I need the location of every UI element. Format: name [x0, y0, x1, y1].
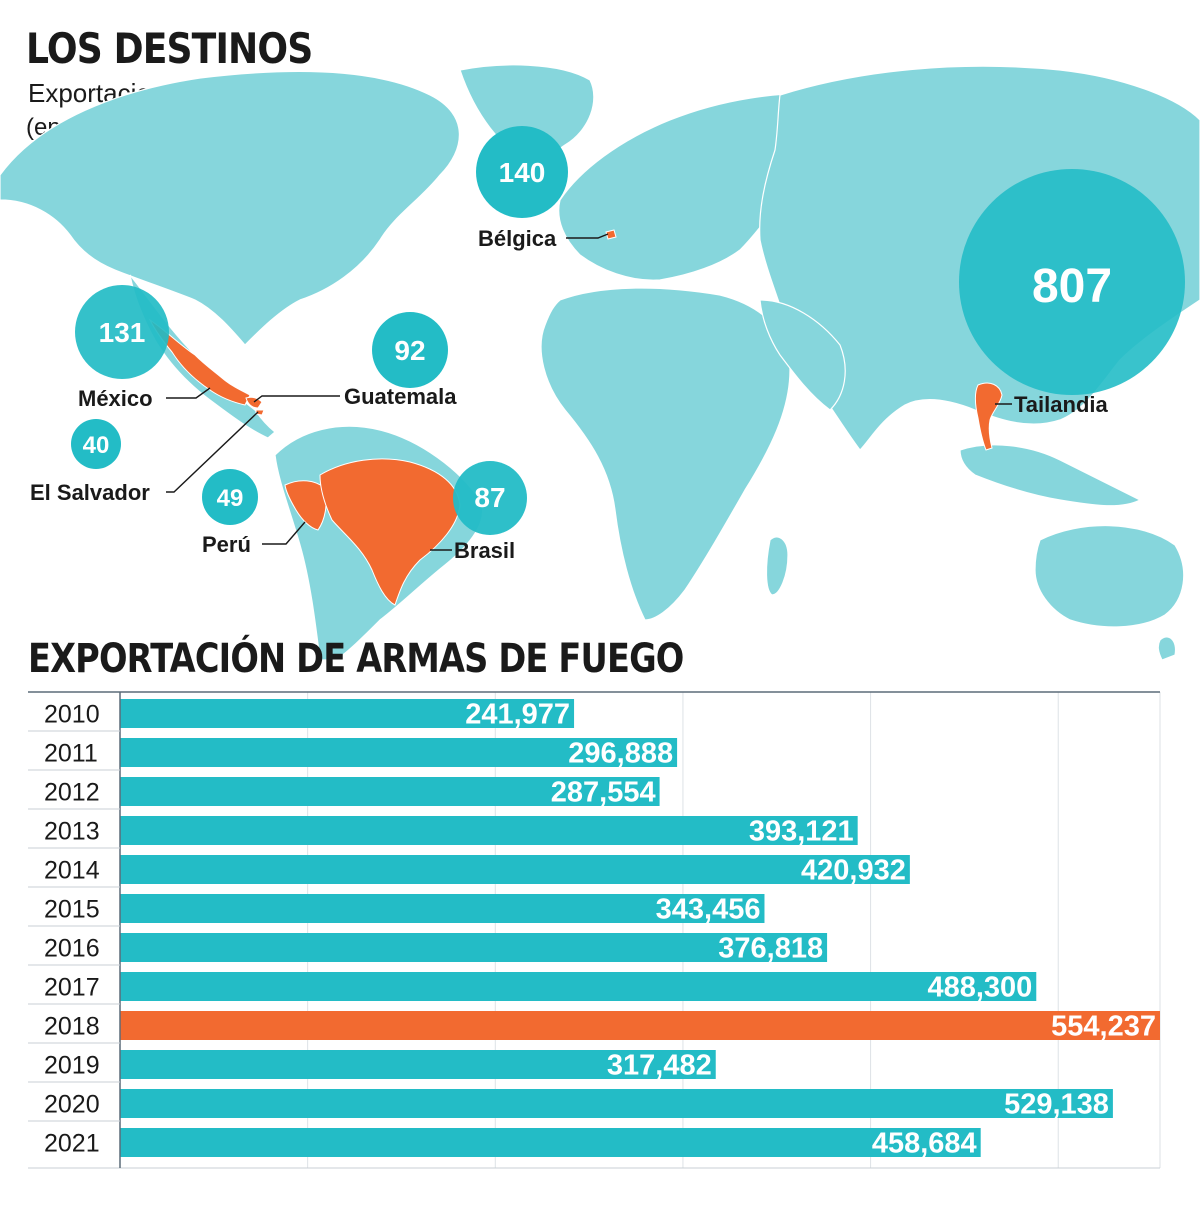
- value-tailandia: 807: [1032, 260, 1112, 313]
- year-label: 2016: [44, 935, 100, 963]
- bar-chart-title: EXPORTACIÓN DE ARMAS DE FUEGO: [28, 636, 684, 682]
- land-north-america: [0, 70, 460, 346]
- bubble-tailandia: [959, 169, 1185, 395]
- label-peru: Perú: [202, 532, 251, 557]
- bubble-el-salvador: [71, 419, 121, 469]
- leader-guatemala: [253, 395, 340, 403]
- year-label: 2014: [44, 857, 100, 885]
- bar-value-label: 296,888: [568, 738, 673, 770]
- label-mexico: México: [78, 386, 153, 411]
- year-label: 2011: [44, 740, 98, 768]
- country-labels: Bélgica Tailandia México Guatemala El Sa…: [30, 226, 1108, 563]
- year-label: 2019: [44, 1052, 100, 1080]
- year-label: 2012: [44, 779, 100, 807]
- country-guatemala: [245, 396, 263, 409]
- land-middle-east: [759, 299, 846, 411]
- value-brasil: 87: [474, 482, 505, 513]
- bar: [120, 1011, 1160, 1040]
- bar: [120, 1050, 716, 1079]
- bar: [120, 738, 678, 767]
- bar-value-label: 287,554: [551, 777, 656, 809]
- bar: [120, 1089, 1113, 1118]
- land-australia: [1034, 524, 1185, 628]
- bubble-mexico: [75, 285, 169, 379]
- year-label: 2013: [44, 818, 100, 846]
- bar-value-label: 393,121: [749, 816, 854, 848]
- year-label: 2018: [44, 1013, 100, 1041]
- bar-value-label: 420,932: [801, 855, 906, 887]
- country-belgica: [605, 229, 617, 240]
- bubble-guatemala: [372, 312, 448, 388]
- year-label: 2015: [44, 896, 100, 924]
- bubble-brasil: [453, 461, 527, 535]
- axis: 2010 2011 2012 2013 2014 2015 2016 2017 2018 2019…: [28, 691, 1160, 1169]
- bar-labels: 241,977 296,888 287,554 393,121 420,932 343,4…: [465, 699, 1156, 1160]
- value-mexico: 131: [99, 317, 146, 348]
- year-label: 2021: [44, 1130, 100, 1158]
- value-guatemala: 92: [394, 335, 425, 366]
- highlighted-countries: [148, 229, 1003, 606]
- bar: [120, 933, 828, 962]
- bar: [120, 855, 910, 884]
- bar: [120, 699, 575, 728]
- year-label: 2020: [44, 1091, 100, 1119]
- country-tailandia: [974, 382, 1003, 451]
- bar: [120, 1128, 981, 1157]
- bar-value-label: 529,138: [1004, 1089, 1109, 1121]
- bubbles: [71, 126, 1185, 535]
- land-new-zealand: [1157, 636, 1177, 660]
- country-peru: [284, 480, 327, 531]
- label-guatemala: Guatemala: [344, 384, 457, 409]
- leader-belgica: [566, 233, 609, 239]
- country-brasil: [319, 458, 461, 606]
- bar-value-label: 317,482: [607, 1050, 712, 1082]
- value-belgica: 140: [499, 157, 546, 188]
- value-el-salvador: 40: [83, 432, 110, 459]
- label-brasil: Brasil: [454, 538, 515, 563]
- land-africa: [540, 287, 791, 621]
- leader-el-salvador: [166, 411, 259, 493]
- bar: [120, 972, 1037, 1001]
- bar-value-label: 241,977: [465, 699, 570, 731]
- land-greenland: [459, 64, 595, 157]
- bubble-values: 807 140 131 92 40 49 87: [83, 157, 1112, 513]
- page-title: LOS DESTINOS: [26, 24, 313, 73]
- land-se-asia: [959, 444, 1142, 507]
- bar-value-label: 376,818: [718, 933, 823, 965]
- bar-value-label: 343,456: [656, 894, 761, 926]
- land-madagascar: [765, 536, 789, 596]
- bar: [120, 894, 765, 923]
- leader-peru: [262, 521, 306, 545]
- bubble-peru: [202, 469, 258, 525]
- leader-lines: [166, 233, 1012, 551]
- world-map: 807 140 131 92 40 49 87 Bélgica Tailandi…: [0, 64, 1200, 660]
- country-el-salvador: [255, 409, 265, 416]
- label-el-salvador: El Salvador: [30, 480, 150, 505]
- bar: [120, 777, 660, 806]
- bar-value-label: 554,237: [1051, 1011, 1156, 1043]
- bubble-belgica: [476, 126, 568, 218]
- year-label: 2010: [44, 701, 100, 729]
- label-belgica: Bélgica: [478, 226, 557, 251]
- grid-lines: [307, 692, 1161, 1168]
- value-peru: 49: [217, 485, 244, 512]
- label-tailandia: Tailandia: [1014, 392, 1108, 417]
- bar-value-label: 458,684: [872, 1128, 977, 1160]
- bar: [120, 816, 858, 845]
- year-label: 2017: [44, 974, 100, 1002]
- leader-mexico: [166, 387, 211, 399]
- bars: [120, 699, 1160, 1157]
- bar-value-label: 488,300: [927, 972, 1032, 1004]
